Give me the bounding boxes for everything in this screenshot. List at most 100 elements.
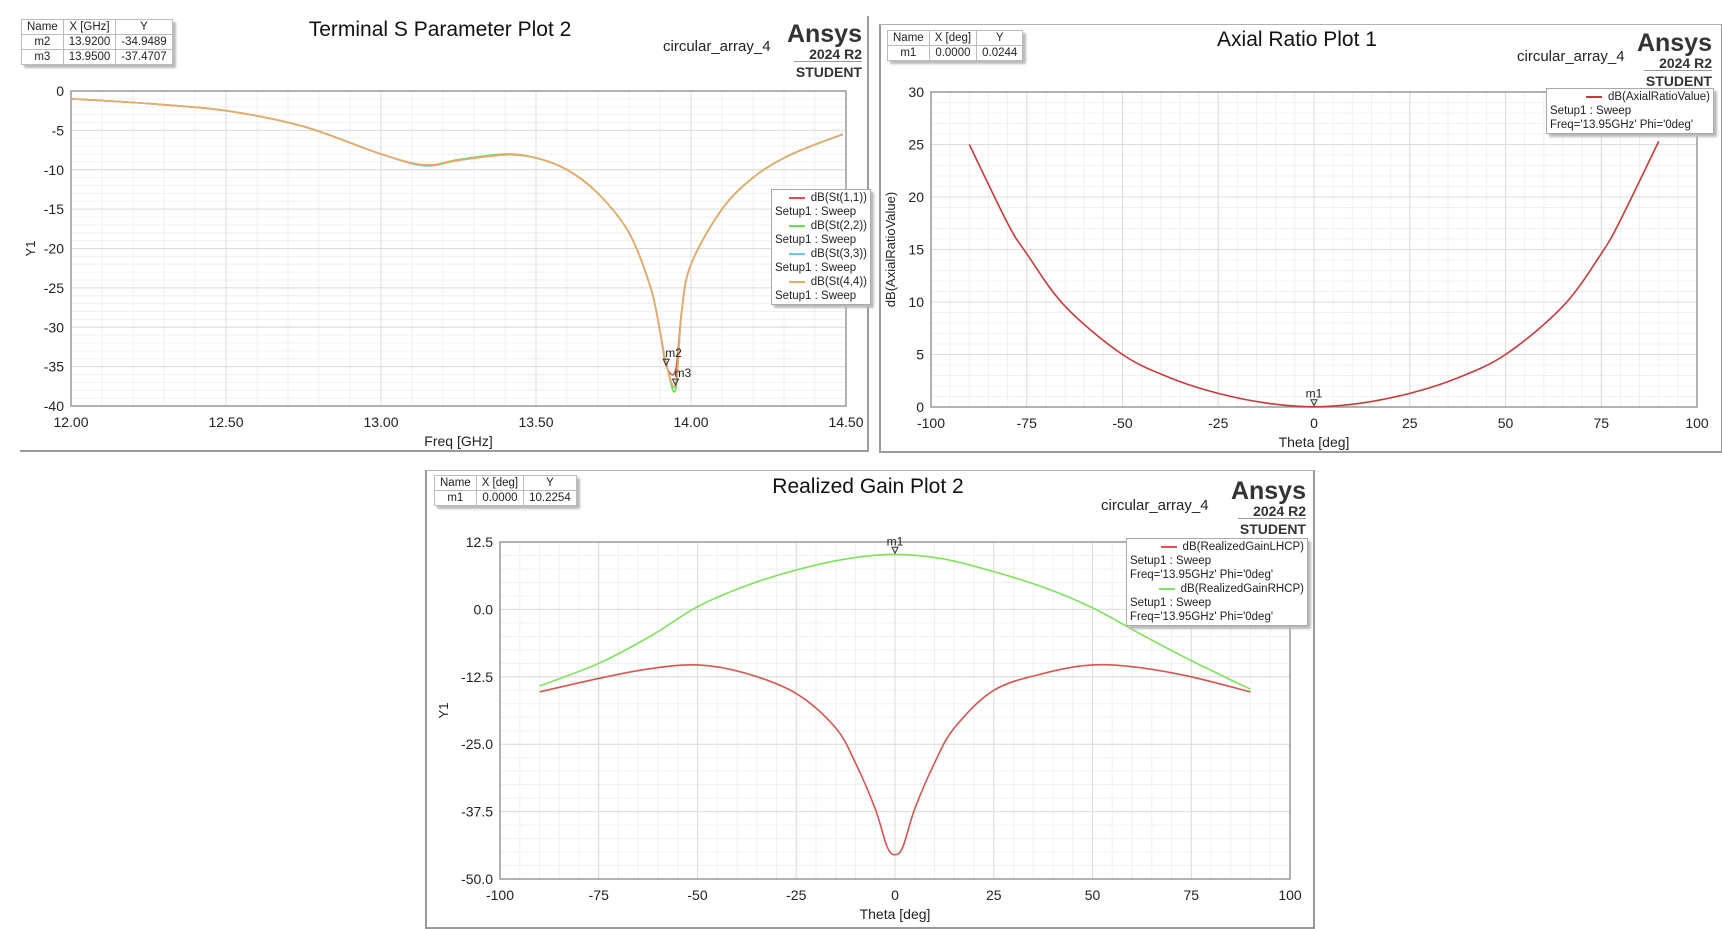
legend-series-name: dB(St(4,4)) <box>810 276 867 288</box>
y-tick-label: 0 <box>56 83 64 99</box>
x-tick-label: 13.00 <box>363 414 398 430</box>
marker-label: m1 <box>887 534 904 548</box>
marker-x: 0.0000 <box>475 490 525 506</box>
marker-row: m2 13.9200 -34.9489 <box>21 34 173 50</box>
marker-x: 0.0000 <box>928 45 978 61</box>
logo-brand: Ansys <box>786 20 862 48</box>
s-parameter-legend: dB(St(1,1)) Setup1 : Sweep dB(St(2,2)) Setu… <box>771 189 871 305</box>
y-tick-label: 12.5 <box>466 534 493 550</box>
x-tick-label: 75 <box>1183 887 1199 903</box>
x-tick-label: 50 <box>1498 415 1514 431</box>
y-tick-label: -30 <box>44 319 64 335</box>
marker-name: m3 <box>21 49 64 65</box>
x-tick-label: 75 <box>1593 415 1609 431</box>
x-tick-label: -75 <box>1017 415 1037 431</box>
y-tick-label: 30 <box>908 84 924 100</box>
header-x: X [GHz] <box>62 19 117 35</box>
marker-name: m1 <box>434 490 477 506</box>
marker-name: m1 <box>887 45 930 61</box>
y-axis-label: Y1 <box>436 703 451 719</box>
y-tick-label: 0.0 <box>474 601 494 617</box>
axial-ratio-marker-table: Name X [deg] Y m1 0.0000 0.0244 <box>887 30 1024 61</box>
legend-series-name: dB(St(3,3)) <box>810 248 867 260</box>
y-axis-label: dB(AxialRatioValue) <box>883 192 898 307</box>
header-y: Y <box>115 19 173 35</box>
axial-ratio-legend: dB(AxialRatioValue) Setup1 : Sweep Freq='1… <box>1546 88 1714 134</box>
y-tick-label: -40 <box>44 398 64 414</box>
logo-edition: STUDENT <box>1239 521 1306 537</box>
legend-series-name: dB(AxialRatioValue) <box>1607 91 1710 103</box>
marker-row: m1 0.0000 10.2254 <box>434 490 577 506</box>
header-name: Name <box>887 30 930 46</box>
y-tick-label: -25.0 <box>461 736 493 752</box>
header-y: Y <box>976 30 1024 46</box>
x-tick-label: -75 <box>589 887 609 903</box>
marker-name: m2 <box>21 34 64 50</box>
x-tick-label: -50 <box>687 887 707 903</box>
realized-gain-marker-table: Name X [deg] Y m1 0.0000 10.2254 <box>434 475 577 506</box>
x-axis-label: Theta [deg] <box>860 906 931 922</box>
marker-label: m3 <box>675 366 692 380</box>
marker-triangle <box>1310 399 1318 407</box>
x-tick-label: 100 <box>1685 415 1709 431</box>
x-tick-label: 100 <box>1278 887 1302 903</box>
series-line-db-st-1-1- <box>70 98 844 376</box>
s-parameter-design-name: circular_array_4 <box>663 38 771 55</box>
x-tick-label: 14.50 <box>828 414 863 430</box>
y-tick-label: -15 <box>44 201 64 217</box>
marker-row: m3 13.9500 -37.4707 <box>21 49 173 65</box>
legend-variation: Freq='13.95GHz' Phi='0deg' <box>1550 119 1694 131</box>
ansys-logo: Ansys 2024 R2 STUDENT <box>1224 479 1306 536</box>
logo-brand: Ansys <box>1636 29 1712 57</box>
realized-gain-design-name: circular_array_4 <box>1101 497 1209 514</box>
logo-version: 2024 R2 <box>1644 56 1712 71</box>
x-tick-label: 25 <box>986 887 1002 903</box>
legend-setup: Setup1 : Sweep <box>775 290 857 302</box>
realized-gain-legend: dB(RealizedGainLHCP) Setup1 : Sweep Freq='… <box>1126 538 1308 626</box>
legend-setup: Setup1 : Sweep <box>775 206 857 218</box>
legend-variation: Freq='13.95GHz' Phi='0deg' <box>1130 569 1274 581</box>
legend-entry: dB(St(1,1)) <box>775 191 867 205</box>
y-tick-label: -20 <box>44 241 64 257</box>
s-parameter-plot-panel <box>20 16 869 452</box>
header-x: X [deg] <box>928 30 978 46</box>
legend-swatch <box>1585 96 1602 98</box>
x-tick-label: -50 <box>1112 415 1132 431</box>
marker-x: 13.9500 <box>62 49 117 65</box>
series-line-db-realizedgainrhcp- <box>539 553 1251 690</box>
y-tick-label: -10 <box>44 162 64 178</box>
axial-ratio-plot-title: Axial Ratio Plot 1 <box>1217 28 1377 51</box>
legend-entry: dB(AxialRatioValue) <box>1550 90 1710 104</box>
y-tick-label: -5 <box>52 122 65 138</box>
y-tick-label: 10 <box>908 294 924 310</box>
legend-series-name: dB(RealizedGainLHCP) <box>1182 541 1304 553</box>
y-tick-label: -25 <box>44 280 64 296</box>
x-axis-label: Freq [GHz] <box>424 433 492 449</box>
y-tick-label: -37.5 <box>461 804 493 820</box>
legend-variation: Freq='13.95GHz' Phi='0deg' <box>1130 611 1274 623</box>
marker-y: 10.2254 <box>523 490 577 506</box>
s-parameter-plot-title: Terminal S Parameter Plot 2 <box>308 18 572 41</box>
x-tick-label: 25 <box>1402 415 1418 431</box>
x-tick-label: -25 <box>786 887 806 903</box>
y-tick-label: 5 <box>916 347 924 363</box>
legend-swatch <box>788 197 805 199</box>
x-tick-label: -100 <box>917 415 945 431</box>
ansys-logo: Ansys 2024 R2 STUDENT <box>1630 31 1712 88</box>
legend-entry: dB(RealizedGainLHCP) <box>1130 540 1304 554</box>
legend-swatch <box>788 225 805 227</box>
legend-entry: dB(RealizedGainRHCP) <box>1130 582 1304 596</box>
marker-triangle <box>662 358 671 367</box>
plot-area-frame <box>499 541 1291 880</box>
series-line-db-st-3-3- <box>70 98 844 389</box>
logo-version: 2024 R2 <box>794 47 862 62</box>
x-tick-label: 50 <box>1085 887 1101 903</box>
x-tick-label: 14.00 <box>673 414 708 430</box>
legend-series-name: dB(St(2,2)) <box>810 220 867 232</box>
legend-entry: dB(St(4,4)) <box>775 275 867 289</box>
header-x: X [deg] <box>475 475 525 491</box>
s-parameter-marker-table: Name X [GHz] Y m2 13.9200 -34.9489 m3 13.9500… <box>21 19 173 65</box>
x-tick-label: 12.50 <box>208 414 243 430</box>
legend-swatch <box>1160 546 1177 548</box>
legend-setup: Setup1 : Sweep <box>775 262 857 274</box>
